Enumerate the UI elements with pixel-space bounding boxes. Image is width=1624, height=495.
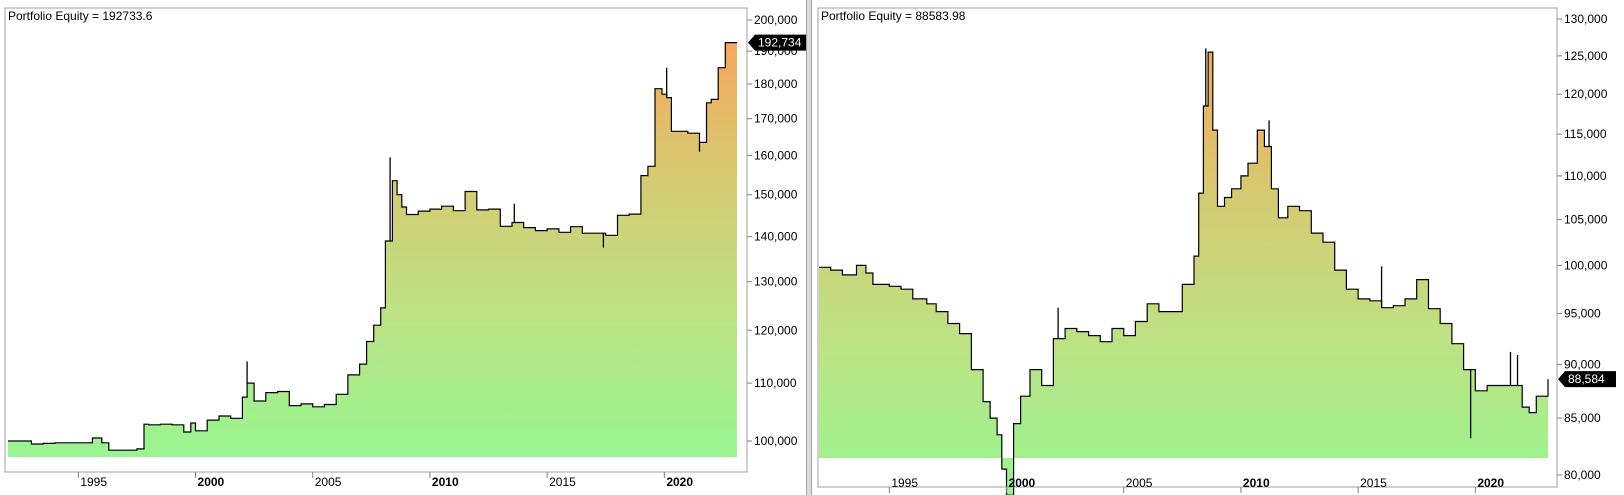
y-tick-label: 110,000 bbox=[754, 376, 797, 390]
y-tick-label: 150,000 bbox=[754, 188, 798, 202]
equity-chart-left: 100,000 110,000 120,000 130,000 140,000 150,0… bbox=[4, 7, 806, 489]
y-tick-label: 125,000 bbox=[1564, 49, 1608, 63]
x-tick-label: 2015 bbox=[1360, 476, 1387, 490]
chart-title: Portfolio Equity = 88583.98 bbox=[821, 9, 966, 23]
y-tick-label: 100,000 bbox=[1564, 258, 1608, 272]
y-tick-label: 170,000 bbox=[754, 112, 798, 126]
panel-splitter[interactable] bbox=[806, 0, 812, 495]
y-tick-label: 80,000 bbox=[1564, 468, 1601, 482]
last-value-badge bbox=[748, 34, 806, 51]
y-tick-label: 95,000 bbox=[1564, 307, 1601, 321]
equity-chart-right: 80,000 85,000 90,000 95,000 100,000 105,000 11… bbox=[817, 7, 1616, 495]
y-tick-label: 130,000 bbox=[754, 275, 798, 289]
x-tick-label: 1995 bbox=[891, 476, 918, 490]
y-tick-label: 115,000 bbox=[1564, 127, 1607, 141]
last-value-badge bbox=[1558, 371, 1616, 388]
x-tick-label: 2020 bbox=[1477, 476, 1504, 490]
last-value-label: 88,584 bbox=[1568, 372, 1605, 386]
equity-line bbox=[8, 42, 737, 451]
x-tick-label: 2000 bbox=[1009, 476, 1036, 490]
y-tick-label: 85,000 bbox=[1564, 411, 1601, 425]
y-tick-label: 180,000 bbox=[754, 77, 798, 91]
last-value-marker: 192,734 bbox=[748, 34, 806, 51]
last-value-label: 192,734 bbox=[758, 36, 802, 50]
x-tick-label: 2000 bbox=[198, 475, 225, 489]
y-tick-label: 140,000 bbox=[754, 230, 798, 244]
y-tick-label: 110,000 bbox=[1564, 169, 1607, 183]
y-tick-label: 130,000 bbox=[1564, 12, 1608, 26]
equity-chart-panel-right: 80,000 85,000 90,000 95,000 100,000 105,000 11… bbox=[812, 0, 1624, 495]
equity-area bbox=[819, 52, 1548, 495]
equity-chart-panel-left: 100,000 110,000 120,000 130,000 140,000 150,0… bbox=[0, 0, 806, 495]
y-tick-label: 100,000 bbox=[754, 434, 798, 448]
x-tick-label: 1995 bbox=[80, 475, 107, 489]
y-tick-label: 200,000 bbox=[754, 13, 798, 27]
equity-area bbox=[8, 42, 737, 457]
y-tick-label: 90,000 bbox=[1564, 357, 1601, 371]
y-tick-label: 160,000 bbox=[754, 149, 798, 163]
y-tick-label: 120,000 bbox=[1564, 87, 1608, 101]
y-tick-label: 120,000 bbox=[754, 323, 798, 337]
x-tick-label: 2005 bbox=[1126, 476, 1153, 490]
chart-title: Portfolio Equity = 192733.6 bbox=[8, 9, 153, 23]
x-tick-label: 2010 bbox=[1243, 476, 1270, 490]
x-tick-label: 2015 bbox=[549, 475, 576, 489]
x-tick-label: 2005 bbox=[315, 475, 342, 489]
x-tick-label: 2020 bbox=[666, 475, 693, 489]
y-tick-label: 105,000 bbox=[1564, 213, 1608, 227]
last-value-marker: 88,584 bbox=[1558, 371, 1616, 388]
equity-line bbox=[819, 51, 1549, 495]
x-tick-label: 2010 bbox=[432, 475, 459, 489]
